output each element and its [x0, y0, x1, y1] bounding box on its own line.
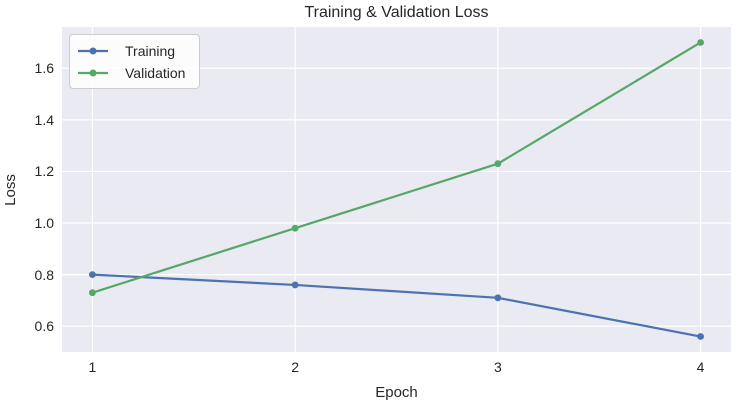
data-point-validation [89, 289, 96, 297]
legend-label: Validation [125, 64, 186, 81]
legend-item-validation: Validation [76, 62, 185, 83]
legend-label: Training [125, 42, 176, 59]
y-tick-label: 1.6 [34, 60, 54, 77]
legend-line-sample [78, 69, 108, 76]
x-tick-label: 3 [493, 359, 502, 375]
y-axis-label: Loss [2, 174, 19, 206]
data-point-training [89, 271, 96, 279]
legend-item-training: Training [76, 40, 185, 61]
x-tick-label: 4 [696, 359, 705, 375]
x-tick-label: 1 [88, 359, 97, 375]
data-point-validation [291, 224, 299, 232]
data-point-training [494, 294, 502, 302]
chart-title: Training & Validation Loss [304, 4, 489, 21]
y-tick-label: 1.4 [34, 111, 54, 128]
y-tick-label: 0.6 [34, 318, 54, 335]
series-line-validation [91, 41, 702, 294]
legend-line-sample [78, 47, 108, 54]
y-tick-label: 1.2 [34, 163, 54, 180]
y-tick-label: 1.0 [34, 215, 54, 232]
series-line-training [91, 273, 702, 338]
y-tick-label: 0.8 [34, 266, 54, 283]
data-point-training [291, 281, 299, 289]
data-point-validation [697, 39, 704, 46]
data-point-training [697, 333, 704, 340]
data-point-validation [494, 160, 502, 168]
x-axis-label: Epoch [375, 384, 418, 401]
x-tick-label: 2 [291, 359, 300, 375]
legend: Training Validation [69, 34, 201, 89]
